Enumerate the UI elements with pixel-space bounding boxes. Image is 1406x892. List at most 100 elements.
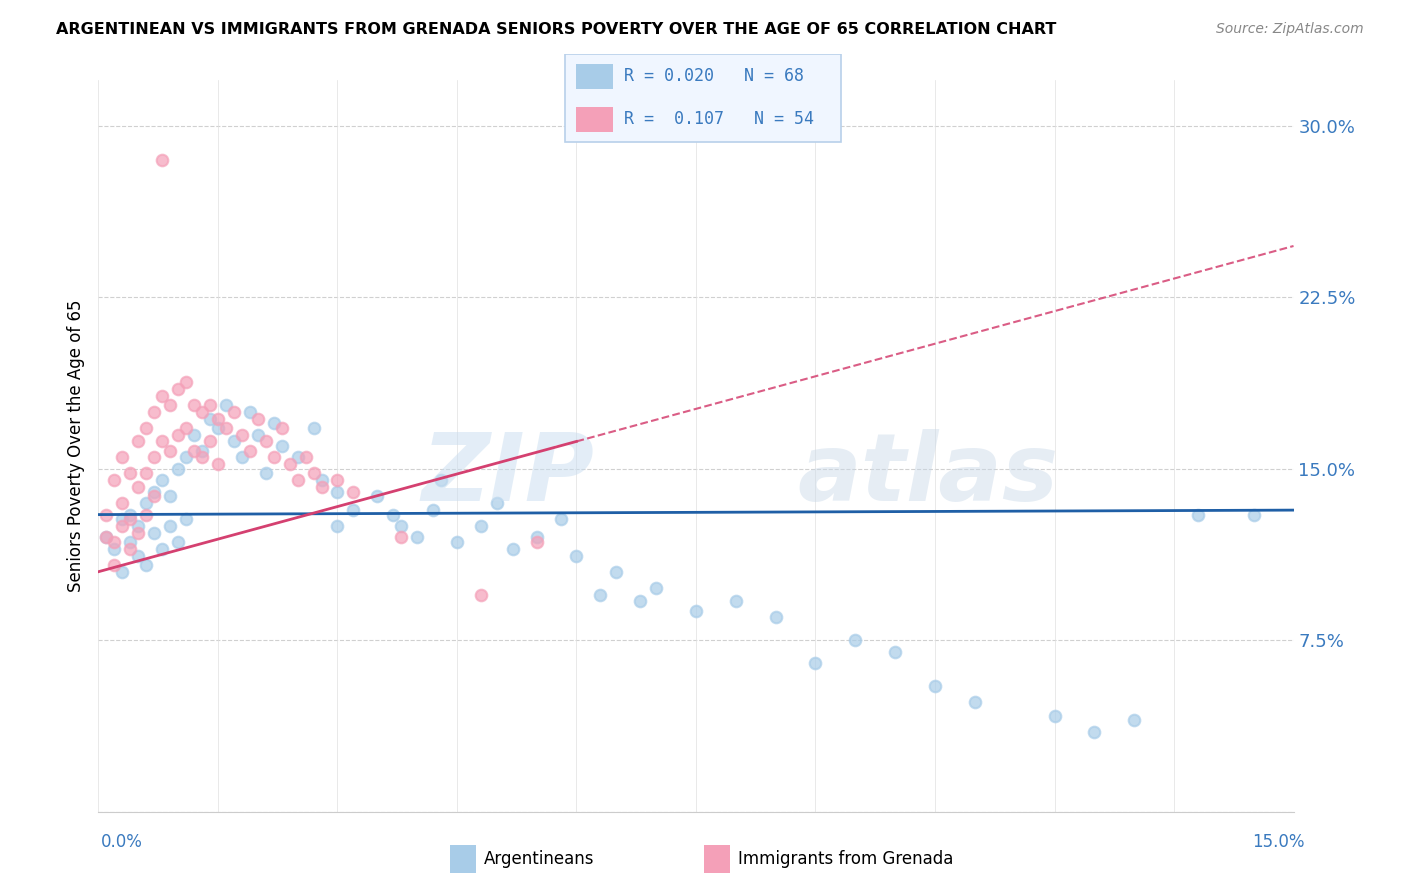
Point (143, 405, 166, 419)
Point (150, 473, 173, 487)
Point (231, 427, 253, 442)
Point (167, 382, 190, 396)
Point (589, 588, 612, 602)
Point (239, 405, 262, 419)
Point (103, 558, 125, 572)
Point (287, 450, 309, 465)
Point (127, 549, 149, 563)
Point (111, 565, 134, 579)
Point (111, 519, 134, 533)
Point (470, 588, 492, 602)
Point (191, 450, 214, 465)
Point (326, 484, 349, 499)
Point (207, 411, 229, 425)
Point (143, 450, 166, 465)
Point (174, 375, 197, 389)
Point (724, 594, 747, 608)
Point (222, 405, 245, 419)
Point (159, 398, 181, 412)
Point (127, 480, 149, 494)
Point (645, 581, 668, 595)
Point (605, 565, 627, 579)
Point (120, 508, 142, 522)
Point (1083, 724, 1105, 739)
Point (150, 153, 173, 168)
Point (963, 695, 986, 709)
Point (1043, 708, 1066, 723)
Point (302, 420, 325, 434)
Text: 0.0%: 0.0% (101, 833, 143, 851)
Point (96, 508, 118, 522)
Point (278, 458, 301, 472)
Point (215, 398, 238, 412)
Point (103, 541, 125, 556)
Point (246, 427, 269, 442)
Point (111, 512, 134, 526)
Point (207, 458, 229, 472)
Point (326, 519, 349, 533)
Point (246, 411, 269, 425)
Point (103, 473, 125, 487)
Point (207, 420, 229, 434)
Point (550, 512, 572, 526)
Point (135, 496, 157, 510)
Point (366, 489, 388, 503)
Text: Argentineans: Argentineans (484, 850, 595, 868)
Point (565, 549, 588, 563)
Point (120, 535, 142, 549)
Point (127, 525, 149, 540)
Point (150, 541, 173, 556)
Point (287, 473, 309, 487)
Bar (704, 846, 731, 872)
Point (167, 535, 190, 549)
Point (765, 610, 787, 624)
Point (135, 420, 157, 434)
Point (342, 484, 364, 499)
Point (174, 420, 197, 434)
Point (502, 541, 524, 556)
Point (342, 503, 364, 517)
Point (382, 508, 405, 522)
Point (263, 416, 285, 430)
Y-axis label: Seniors Poverty Over the Age of 65: Seniors Poverty Over the Age of 65 (67, 300, 86, 592)
Point (127, 434, 149, 449)
Point (422, 503, 444, 517)
Text: ARGENTINEAN VS IMMIGRANTS FROM GRENADA SENIORS POVERTY OVER THE AGE OF 65 CORREL: ARGENTINEAN VS IMMIGRANTS FROM GRENADA S… (56, 22, 1057, 37)
Point (96, 530, 118, 544)
Point (485, 496, 508, 510)
Point (127, 519, 149, 533)
Point (302, 467, 325, 481)
Point (263, 450, 285, 465)
Point (198, 411, 221, 425)
Point (198, 434, 221, 449)
Point (135, 508, 157, 522)
Point (446, 535, 468, 549)
Text: 15.0%: 15.0% (1253, 833, 1305, 851)
Point (174, 450, 197, 465)
Point (470, 519, 492, 533)
Point (143, 525, 166, 540)
Point (167, 427, 190, 442)
Point (239, 443, 262, 458)
Point (150, 389, 173, 403)
Point (430, 473, 453, 487)
Point (120, 541, 142, 556)
Point (270, 439, 292, 453)
Point (111, 496, 134, 510)
Point (1187, 508, 1209, 522)
Text: ZIP: ZIP (422, 429, 595, 521)
Point (685, 603, 707, 617)
Point (103, 535, 125, 549)
Point (270, 420, 292, 434)
Point (191, 443, 214, 458)
Point (198, 398, 221, 412)
Point (167, 462, 190, 476)
Point (183, 443, 205, 458)
FancyBboxPatch shape (565, 54, 841, 142)
Point (628, 594, 651, 608)
Bar (576, 107, 613, 132)
Point (884, 645, 907, 659)
Point (254, 467, 277, 481)
Point (143, 484, 166, 499)
Point (111, 450, 134, 465)
